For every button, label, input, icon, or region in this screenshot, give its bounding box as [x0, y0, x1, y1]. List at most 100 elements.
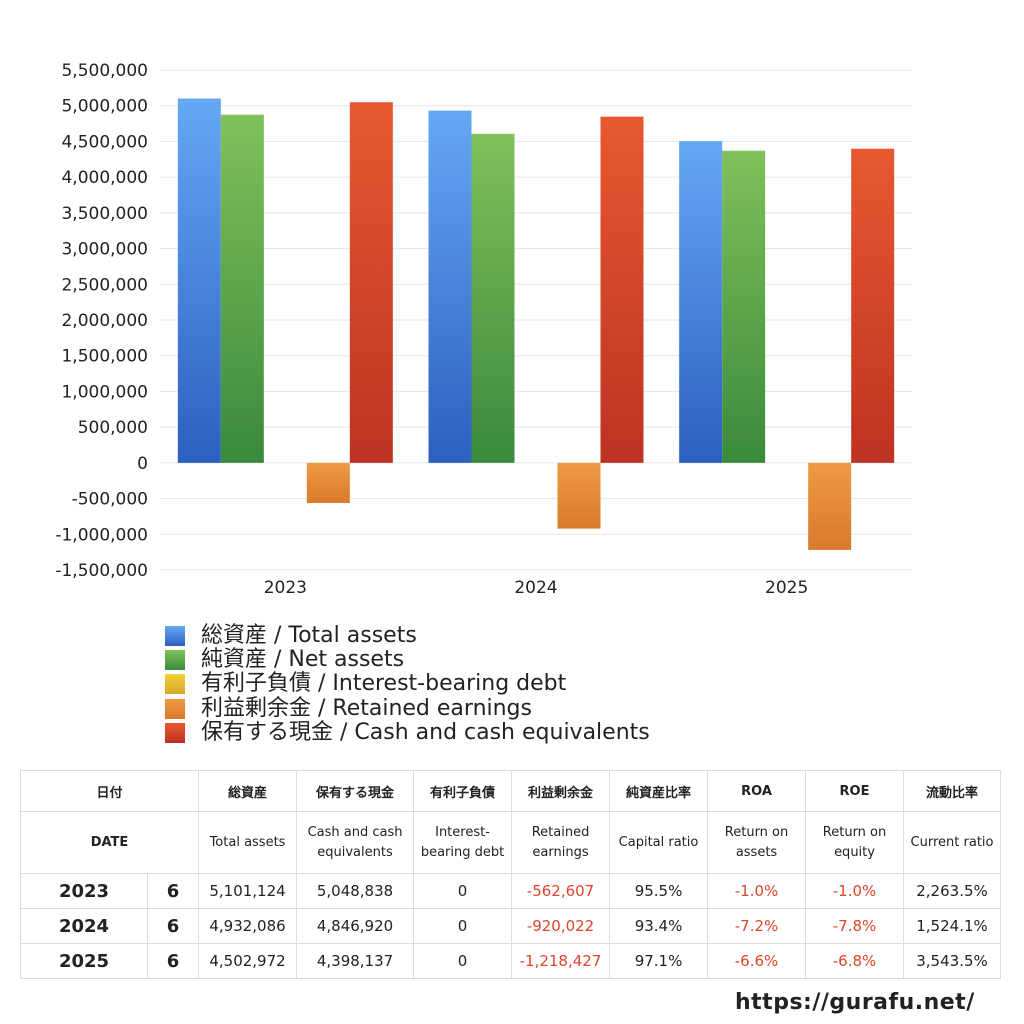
header-debt-en: Interest-bearing debt: [413, 811, 513, 874]
table-header-ja: 日付 総資産 保有する現金 有利子負債 利益剰余金 純資産比率 ROA ROE …: [19, 770, 1002, 812]
y-tick-label: 1,000,000: [61, 382, 148, 402]
bar: [220, 114, 264, 463]
cell-debt: 0: [413, 943, 513, 979]
cell-total-assets: 4,932,086: [198, 908, 298, 944]
chart-legend: 総資産 / Total assets 純資産 / Net assets 有利子負…: [165, 624, 650, 745]
cell-current-ratio: 2,263.5%: [903, 873, 1002, 909]
source-url: https://gurafu.net/: [735, 990, 975, 1015]
cell-roa: -7.2%: [707, 908, 807, 944]
legend-item-net-assets: 純資産 / Net assets: [165, 648, 650, 672]
x-tick-label: 2024: [514, 578, 557, 598]
table-row: 2024 6 4,932,086 4,846,920 0 -920,022 93…: [20, 908, 1002, 944]
y-tick-label: 5,500,000: [61, 61, 148, 81]
y-tick-label: -1,000,000: [55, 525, 148, 545]
row-year: 2023: [20, 873, 148, 909]
table-row: 2023 6 5,101,124 5,048,838 0 -562,607 95…: [20, 873, 1002, 909]
header-current-ratio-ja: 流動比率: [903, 770, 1002, 812]
cell-roe: -6.8%: [805, 943, 905, 979]
legend-item-cash: 保有する現金 / Cash and cash equivalents: [165, 719, 650, 745]
legend-swatch: [165, 698, 185, 719]
legend-item-interest-bearing-debt: 有利子負債 / Interest-bearing debt: [165, 672, 650, 696]
row-month: 6: [146, 873, 200, 909]
header-cash-ja: 保有する現金: [296, 770, 415, 812]
legend-item-total-assets: 総資産 / Total assets: [165, 624, 650, 648]
bar: [306, 462, 350, 504]
y-tick-label: 3,000,000: [61, 240, 148, 260]
y-tick-label: 1,500,000: [61, 347, 148, 367]
cell-capital-ratio: 97.1%: [609, 943, 709, 979]
cell-capital-ratio: 95.5%: [609, 873, 709, 909]
row-month: 6: [146, 943, 200, 979]
row-year: 2025: [20, 943, 148, 979]
cell-capital-ratio: 93.4%: [609, 908, 709, 944]
cell-retained: -562,607: [511, 873, 611, 909]
cell-current-ratio: 1,524.1%: [903, 908, 1002, 944]
bar: [177, 98, 221, 463]
bar: [428, 110, 472, 463]
cell-debt: 0: [413, 908, 513, 944]
header-retained-en: Retained earnings: [511, 811, 611, 874]
x-tick-label: 2023: [264, 578, 307, 598]
y-tick-label: -1,500,000: [55, 561, 148, 581]
bar: [349, 102, 393, 463]
y-tick-label: 2,000,000: [61, 311, 148, 331]
y-tick-label: -500,000: [72, 490, 148, 510]
x-axis-ticks: 2023 2024 2025: [264, 578, 809, 598]
row-month: 6: [146, 908, 200, 944]
cell-total-assets: 4,502,972: [198, 943, 298, 979]
y-tick-label: 2,500,000: [61, 275, 148, 295]
cell-total-assets: 5,101,124: [198, 873, 298, 909]
legend-swatch: [165, 674, 185, 695]
header-cash-en: Cash and cash equivalents: [296, 811, 415, 874]
legend-label: 総資産 / Total assets: [201, 623, 417, 649]
header-debt-ja: 有利子負債: [413, 770, 513, 812]
bar: [808, 462, 852, 550]
y-tick-label: 0: [137, 454, 148, 474]
bar: [851, 148, 895, 463]
header-roe-en: Return on equity: [805, 811, 905, 874]
header-capital-ratio-en: Capital ratio: [609, 811, 709, 874]
cell-current-ratio: 3,543.5%: [903, 943, 1002, 979]
legend-swatch: [165, 626, 185, 647]
cell-retained: -920,022: [511, 908, 611, 944]
cell-retained: -1,218,427: [511, 943, 611, 979]
x-tick-label: 2025: [765, 578, 808, 598]
legend-label: 利益剰余金 / Retained earnings: [201, 695, 532, 721]
legend-swatch: [165, 650, 185, 671]
legend-label: 有利子負債 / Interest-bearing debt: [201, 671, 567, 697]
cell-roe: -1.0%: [805, 873, 905, 909]
legend-item-retained-earnings: 利益剰余金 / Retained earnings: [165, 695, 650, 721]
table-header-en: DATE Total assets Cash and cash equivale…: [19, 811, 1002, 874]
cell-cash: 4,846,920: [296, 908, 415, 944]
y-tick-label: 4,500,000: [61, 132, 148, 152]
y-tick-label: 3,500,000: [61, 204, 148, 224]
header-total-assets-ja: 総資産: [198, 770, 298, 812]
bar: [600, 116, 644, 463]
bars: [177, 98, 895, 550]
cell-roa: -1.0%: [707, 873, 807, 909]
bar: [471, 133, 515, 463]
row-year: 2024: [20, 908, 148, 944]
financial-table: 日付 総資産 保有する現金 有利子負債 利益剰余金 純資産比率 ROA ROE …: [19, 770, 1002, 979]
y-tick-label: 500,000: [78, 418, 148, 438]
bar: [557, 462, 601, 529]
grid-lines: [160, 69, 912, 571]
y-tick-label: 4,000,000: [61, 168, 148, 188]
cell-roe: -7.8%: [805, 908, 905, 944]
header-roa-ja: ROA: [707, 770, 807, 812]
bar-chart: 5,500,000 5,000,000 4,500,000 4,000,000 3,50…: [55, 61, 912, 598]
header-total-assets-en: Total assets: [198, 811, 298, 874]
bar: [722, 150, 766, 463]
table-row: 2025 6 4,502,972 4,398,137 0 -1,218,427 …: [20, 943, 1002, 979]
y-tick-label: 5,000,000: [61, 97, 148, 117]
header-date-ja: 日付: [19, 770, 200, 812]
cell-cash: 5,048,838: [296, 873, 415, 909]
cell-roa: -6.6%: [707, 943, 807, 979]
header-current-ratio-en: Current ratio: [903, 811, 1002, 874]
header-date-en: DATE: [19, 811, 200, 874]
header-capital-ratio-ja: 純資産比率: [609, 770, 709, 812]
cell-cash: 4,398,137: [296, 943, 415, 979]
bar: [679, 141, 723, 463]
legend-label: 保有する現金 / Cash and cash equivalents: [201, 719, 650, 745]
cell-debt: 0: [413, 873, 513, 909]
